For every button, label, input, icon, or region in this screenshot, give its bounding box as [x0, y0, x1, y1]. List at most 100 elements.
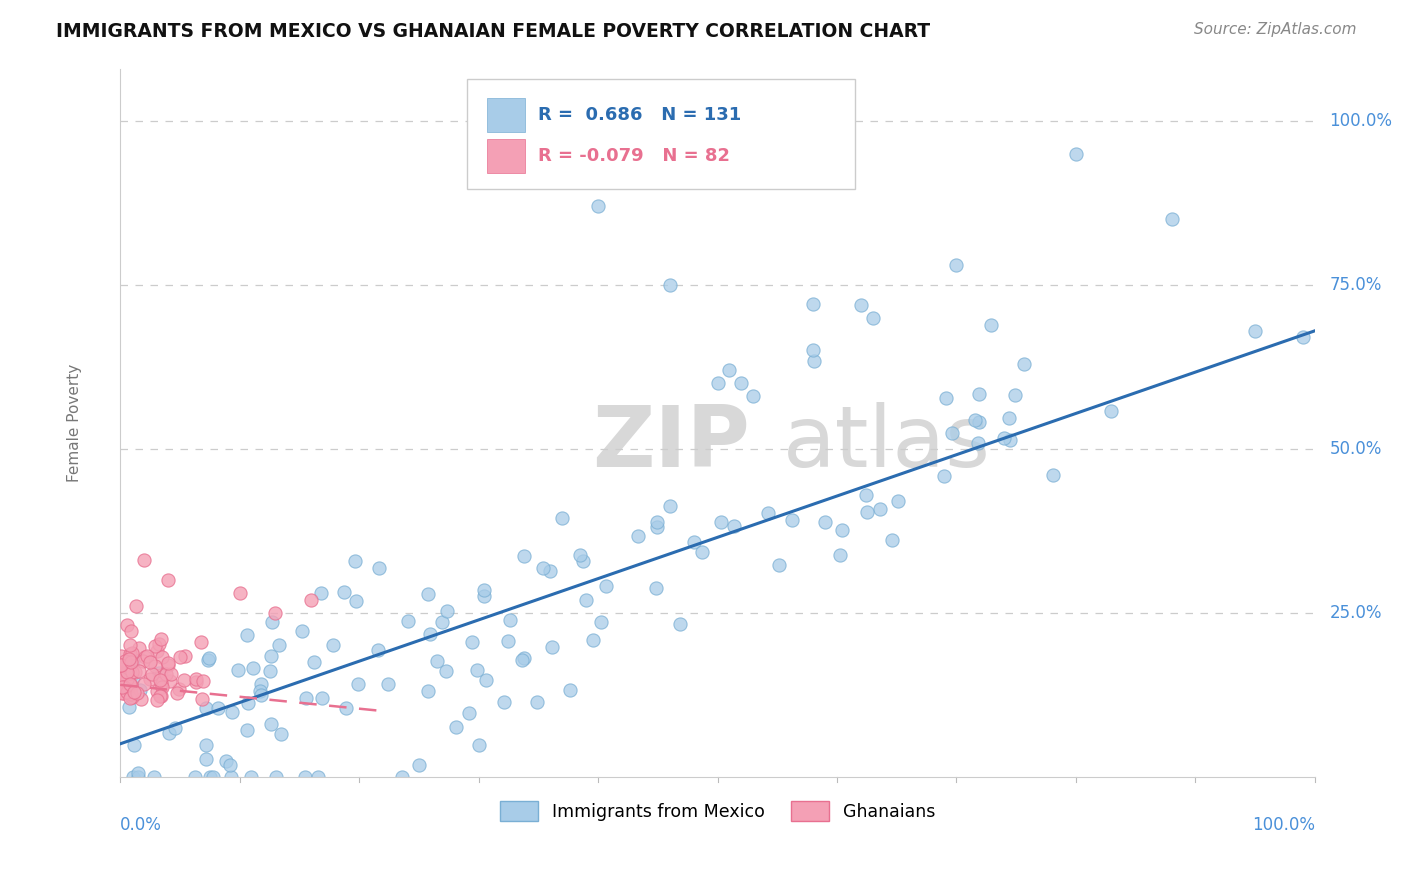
Point [191, 691, 214, 706]
Point [166, 685, 188, 699]
Point [513, 549, 536, 563]
Point [120, 655, 142, 669]
Point [291, 624, 314, 638]
Point [122, 770, 145, 784]
Point [582, 632, 605, 647]
Point [112, 680, 135, 694]
Point [551, 511, 574, 525]
Point [690, 545, 713, 559]
Point [264, 770, 287, 784]
Point [756, 507, 779, 521]
Point [120, 624, 142, 638]
Point [993, 432, 1015, 446]
Point [250, 677, 273, 691]
Point [801, 297, 824, 311]
Point [219, 770, 242, 784]
Point [163, 721, 186, 735]
Point [118, 638, 141, 652]
Point [143, 770, 166, 784]
Point [368, 561, 391, 575]
Point [377, 676, 399, 690]
Point [558, 683, 581, 698]
Point [184, 675, 207, 690]
Point [112, 686, 135, 700]
Point [434, 664, 457, 678]
Point [659, 499, 682, 513]
Point [239, 770, 262, 784]
Point [510, 653, 533, 667]
Point [998, 433, 1021, 447]
Point [125, 686, 148, 700]
Point [780, 513, 803, 527]
Point [492, 695, 515, 709]
Point [444, 720, 467, 734]
Point [148, 665, 170, 680]
Point [849, 297, 872, 311]
Point [194, 738, 217, 752]
Point [1012, 357, 1035, 371]
Point [967, 435, 990, 450]
Point [267, 638, 290, 652]
Point [531, 561, 554, 575]
Point [136, 648, 159, 663]
Point [150, 668, 173, 682]
Point [465, 663, 488, 677]
Point [228, 664, 250, 678]
Point [236, 723, 259, 737]
Point [148, 690, 170, 704]
Point [121, 646, 143, 660]
Point [114, 673, 136, 688]
Point [207, 701, 229, 715]
Point [117, 617, 139, 632]
Point [575, 593, 598, 607]
Point [645, 581, 668, 595]
Point [658, 277, 681, 292]
Point [391, 770, 413, 784]
Point [121, 665, 143, 679]
Point [169, 650, 191, 665]
Point [572, 554, 595, 568]
Point [111, 678, 134, 692]
Point [408, 758, 430, 772]
Point [110, 672, 132, 686]
Point [127, 770, 149, 784]
Point [150, 681, 173, 695]
Text: 0.0%: 0.0% [120, 815, 162, 833]
Point [346, 594, 368, 608]
Point [184, 770, 207, 784]
FancyBboxPatch shape [486, 98, 526, 132]
Point [307, 770, 329, 784]
Point [461, 634, 484, 648]
Point [742, 389, 765, 403]
Point [706, 376, 728, 391]
Point [218, 757, 240, 772]
Text: Source: ZipAtlas.com: Source: ZipAtlas.com [1194, 22, 1357, 37]
Point [250, 688, 273, 702]
Point [110, 658, 132, 673]
Point [184, 673, 207, 687]
Point [801, 343, 824, 358]
Point [156, 657, 179, 672]
Point [118, 676, 141, 690]
Point [1004, 388, 1026, 402]
Point [1042, 468, 1064, 483]
Point [880, 533, 903, 547]
Point [120, 678, 142, 692]
Point [967, 387, 990, 401]
Point [174, 648, 197, 663]
Point [589, 615, 612, 630]
Point [132, 654, 155, 668]
Point [474, 582, 496, 597]
Point [512, 651, 534, 665]
Point [426, 653, 449, 667]
Point [228, 586, 250, 600]
Text: R = -0.079   N = 82: R = -0.079 N = 82 [538, 146, 730, 165]
Point [128, 640, 150, 655]
Point [118, 652, 141, 666]
Point [148, 637, 170, 651]
Point [125, 599, 148, 613]
Point [149, 676, 172, 690]
Point [302, 655, 325, 669]
Point [214, 755, 236, 769]
Point [128, 664, 150, 678]
